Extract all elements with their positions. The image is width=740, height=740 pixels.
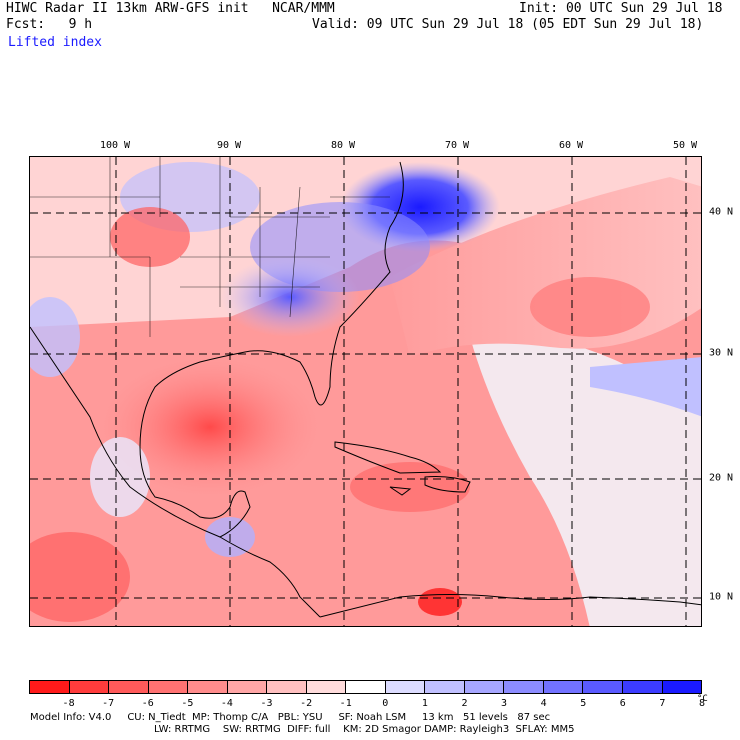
colorbar-tick-label: 4: [540, 698, 547, 709]
init-time: Init: 00 UTC Sun 29 Jul 18: [519, 1, 723, 16]
field-mexico-stable: [90, 437, 150, 517]
colorbar-tick-label: 7: [659, 698, 666, 709]
colorbar-tick-label: -4: [220, 698, 233, 709]
colorbar-tick-label: 6: [619, 698, 626, 709]
coastlines: [30, 161, 701, 618]
colorbar-swatch: [583, 681, 623, 693]
field-caribbean-unstable: [350, 462, 470, 512]
colorbar-tick-label: 8: [698, 698, 706, 709]
colorbar-swatch: [346, 681, 386, 693]
model-info-line2: LW: RRTMG SW: RRTMG DIFF: full KM: 2D Sm…: [154, 724, 575, 735]
lat-label-10n: 10 N: [709, 591, 734, 603]
coastline-south-america: [319, 594, 701, 618]
colorbar-tick-label: -6: [141, 698, 154, 709]
lon-label-100w: 100 W: [99, 140, 131, 151]
colorbar-tick-label: 0: [382, 698, 389, 709]
colorbar-tick-label: -1: [339, 698, 352, 709]
coastline-cuba: [334, 441, 442, 474]
field-pacific-unstable: [30, 532, 130, 622]
field-atlantic-core: [530, 277, 650, 337]
colorbar-tick-label: -2: [300, 698, 313, 709]
model-info-line1: Model Info: V4.0 CU: N_Tiedt MP: Thomp C…: [30, 712, 551, 723]
coastline-jamaica: [389, 486, 412, 496]
colorbar-tick-label: 2: [461, 698, 468, 709]
colorbar-tick-label: 3: [501, 698, 508, 709]
colorbar-swatch: [109, 681, 149, 693]
colorbar-swatch: [662, 681, 702, 693]
colorbar-unit: °C: [697, 694, 708, 704]
colorbar-swatch: [69, 681, 110, 693]
colorbar-swatch: [306, 681, 347, 693]
colorbar-tick-label: -8: [62, 698, 75, 709]
lon-label-60w: 60 W: [558, 140, 584, 151]
colorbar-swatch: [622, 681, 663, 693]
field-gulf-unstable: [100, 357, 320, 497]
lon-label-80w: 80 W: [330, 140, 356, 151]
lon-label-50w: 50 W: [672, 140, 698, 151]
state-borders: [30, 157, 390, 337]
field-venezuela-unstable: [418, 588, 462, 616]
coastline-north-america: [139, 161, 404, 618]
coastline-hispaniola: [424, 476, 471, 493]
field-west-stable: [30, 297, 80, 377]
valid-time: Valid: 09 UTC Sun 29 Jul 18 (05 EDT Sun …: [312, 17, 704, 32]
colorbar-swatch: [148, 681, 189, 693]
model-title: HIWC Radar II 13km ARW-GFS init NCAR/MMM: [6, 1, 335, 16]
colorbar-tick-label: 1: [421, 698, 428, 709]
colorbar-tick-label: -5: [181, 698, 194, 709]
colorbar-swatch: [30, 681, 70, 693]
lon-label-90w: 90 W: [216, 140, 242, 151]
colorbar-tick-label: -7: [102, 698, 115, 709]
lat-lon-grid: [30, 157, 701, 626]
colorbar-swatch: [188, 681, 228, 693]
lat-label-40n: 40 N: [709, 206, 734, 218]
colorbar-swatch: [267, 681, 307, 693]
colorbar-tick-label: 5: [580, 698, 587, 709]
lat-label-30n: 30 N: [709, 347, 734, 359]
field-plains-unstable: [110, 207, 190, 267]
field-atlantic-stable-band: [590, 357, 701, 417]
colorbar-swatch: [464, 681, 505, 693]
colorbar: [29, 680, 702, 694]
colorbar-swatch: [543, 681, 584, 693]
colorbar-swatch: [504, 681, 544, 693]
field-atlantic-pale: [470, 335, 701, 626]
map-canvas: [30, 157, 701, 626]
colorbar-swatch: [425, 681, 465, 693]
colorbar-swatch: [227, 681, 268, 693]
field-southeast-stable: [220, 257, 360, 337]
lon-label-70w: 70 W: [444, 140, 470, 151]
colorbar-swatch: [385, 681, 426, 693]
field-name: Lifted index: [8, 35, 102, 50]
coastline-west-mexico: [30, 326, 221, 538]
colorbar-tick-label: -3: [260, 698, 273, 709]
lifted-index-map: [29, 156, 702, 627]
forecast-hour: Fcst: 9 h: [6, 17, 93, 32]
lat-label-20n: 20 N: [709, 472, 734, 484]
